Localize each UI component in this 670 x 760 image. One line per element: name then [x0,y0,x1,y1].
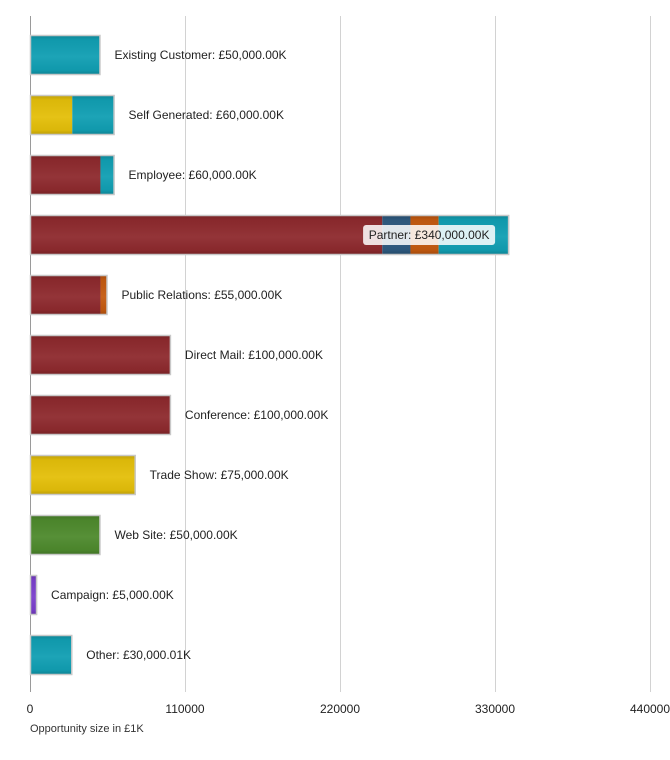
bar-outline [29,94,115,136]
bar-row[interactable] [29,574,38,616]
bar-outline [29,634,73,676]
x-tick-label: 330000 [475,702,515,716]
x-axis-ticks: 0 110000 220000 330000 440000 [27,702,670,716]
bar-segment-shading [30,35,101,75]
bar-outline [29,514,101,556]
bar-row[interactable] [29,394,172,436]
bar-segment-shading [72,95,115,135]
bar-segment-shading [100,275,108,315]
bar-outline [29,574,38,616]
bar-segment-shading [30,95,73,135]
bar-label: Partner: £340,000.00K [369,228,490,242]
bar-row[interactable] [29,34,101,76]
bar-row[interactable] [29,94,115,136]
x-axis-label: Opportunity size in £1K [30,723,144,735]
bar-label: Conference: £100,000.00K [185,408,328,422]
bar-row[interactable] [29,274,108,316]
bars: Existing Customer: £50,000.00K Self Gener… [29,34,510,676]
x-tick-label: 110000 [165,702,204,716]
bar-segment-shading [30,395,171,435]
bar-segment-shading [30,155,101,195]
bar-outline [29,214,510,256]
x-tick-label: 0 [27,702,34,716]
bar-segment-shading [30,335,171,375]
bar-label: Direct Mail: £100,000.00K [185,348,323,362]
bar-label-background [363,225,496,245]
bar-label: Employee: £60,000.00K [129,168,257,182]
bar-outline [29,274,108,316]
bar-label: Campaign: £5,000.00K [51,588,174,602]
bar-segment-shading [30,455,136,495]
bar-segment-shading [100,155,115,195]
bar-outline [29,394,172,436]
bar-segment-shading [30,275,101,315]
bar-outline [29,154,115,196]
bar-segment-shading [30,635,73,675]
bar-row[interactable] [29,214,510,256]
bar-segment-shading [30,215,383,255]
bar-label: Web Site: £50,000.00K [114,528,237,542]
bar-row[interactable] [29,454,136,496]
x-tick-label: 440000 [630,702,670,716]
bar-segment-shading [30,515,101,555]
bar-row[interactable] [29,154,115,196]
bar-outline [29,454,136,496]
bar-row[interactable] [29,334,172,376]
bar-segment-shading [30,575,38,615]
bar-label: Trade Show: £75,000.00K [150,468,289,482]
bar-label: Existing Customer: £50,000.00K [114,48,286,62]
bar-outline [29,34,101,76]
bar-outline [29,334,172,376]
bar-row[interactable] [29,634,73,676]
bar-label: Self Generated: £60,000.00K [129,108,284,122]
bar-row[interactable] [29,514,101,556]
bar-label: Other: £30,000.01K [86,648,191,662]
bar-label: Public Relations: £55,000.00K [122,288,283,302]
x-tick-label: 220000 [320,702,360,716]
